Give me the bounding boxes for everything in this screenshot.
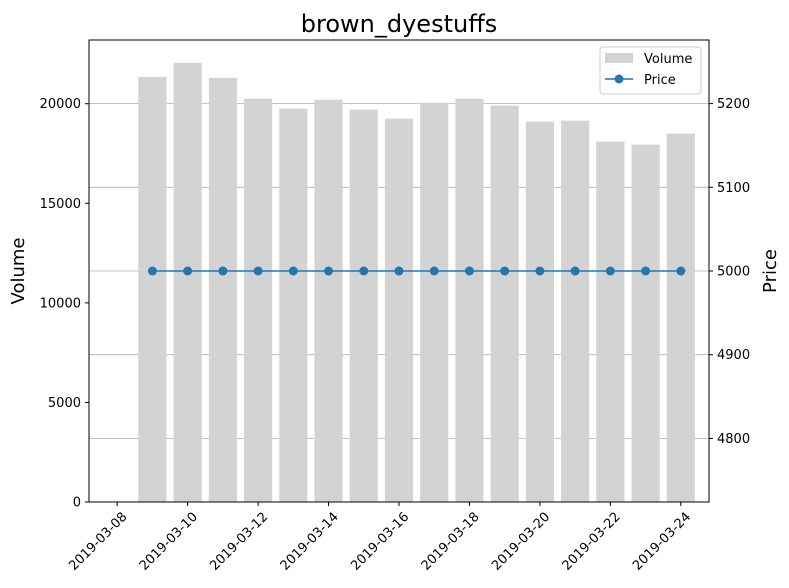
volume-bar-2019-03-11 — [208, 77, 237, 502]
volume-bar-2019-03-20 — [525, 121, 554, 503]
price-point-2019-03-19 — [500, 266, 510, 276]
y-left-tick-label-20000: 20000 — [40, 97, 81, 112]
volume-bar-2019-03-21 — [561, 120, 590, 502]
price-point-2019-03-22 — [605, 266, 615, 276]
price-point-2019-03-11 — [218, 266, 228, 276]
price-point-2019-03-10 — [183, 266, 193, 276]
volume-bar-2019-03-13 — [279, 108, 308, 503]
volume-bars — [138, 62, 695, 503]
x-tick-label-2019-03-20: 2019-03-20 — [489, 510, 553, 574]
y-left-tick-label-15000: 15000 — [40, 197, 81, 212]
price-point-2019-03-14 — [324, 266, 334, 276]
y-right-tick-label-5100: 5100 — [717, 181, 750, 196]
volume-bar-2019-03-12 — [244, 98, 273, 502]
volume-bar-2019-03-22 — [596, 141, 625, 502]
price-point-2019-03-24 — [676, 266, 686, 276]
volume-bar-2019-03-16 — [384, 118, 414, 502]
volume-bar-2019-03-19 — [490, 105, 519, 502]
volume-bar-2019-03-10 — [173, 62, 202, 502]
y-right-tick-label-4800: 4800 — [717, 432, 750, 447]
y-left-tick-label-10000: 10000 — [40, 296, 81, 311]
x-tick-label-2019-03-22: 2019-03-22 — [560, 510, 624, 574]
legend: Volume Price — [599, 46, 702, 95]
chart-title: brown_dyestuffs — [301, 10, 497, 38]
x-tick-label-2019-03-10: 2019-03-10 — [137, 510, 201, 574]
y-axis-left-label: Volume — [8, 238, 29, 305]
price-point-2019-03-20 — [535, 266, 545, 276]
y-right-tick-label-4900: 4900 — [717, 348, 750, 363]
y-axis-left: 0 5000 10000 15000 20000 — [40, 97, 89, 511]
x-tick-label-2019-03-08: 2019-03-08 — [66, 510, 130, 574]
x-axis: 2019-03-08 2019-03-10 2019-03-12 2019-03-14… — [66, 502, 694, 574]
volume-bar-2019-03-23 — [631, 144, 660, 502]
y-left-tick-label-5000: 5000 — [48, 396, 81, 411]
y-right-tick-label-5000: 5000 — [717, 265, 750, 280]
price-point-2019-03-18 — [464, 266, 474, 276]
price-point-2019-03-12 — [253, 266, 263, 276]
y-right-tick-label-5200: 5200 — [717, 97, 750, 112]
volume-bar-2019-03-18 — [455, 98, 484, 502]
y-axis-right: 4800 4900 5000 5100 5200 — [709, 97, 750, 447]
x-tick-label-2019-03-16: 2019-03-16 — [348, 510, 412, 574]
legend-price-marker — [614, 74, 624, 84]
price-point-2019-03-13 — [288, 266, 298, 276]
volume-bar-2019-03-24 — [666, 133, 695, 502]
x-tick-label-2019-03-14: 2019-03-14 — [278, 510, 342, 574]
price-line — [147, 266, 686, 276]
volume-bar-2019-03-17 — [420, 102, 449, 502]
legend-volume-label: Volume — [644, 52, 692, 67]
price-point-2019-03-23 — [641, 266, 651, 276]
price-point-2019-03-17 — [429, 266, 439, 276]
price-point-2019-03-09 — [147, 266, 157, 276]
y-axis-right-label: Price — [760, 249, 781, 293]
price-point-2019-03-16 — [394, 266, 404, 276]
volume-bar-2019-03-15 — [349, 109, 378, 502]
legend-price-label: Price — [644, 73, 676, 88]
price-point-2019-03-15 — [359, 266, 369, 276]
y-left-tick-label-0: 0 — [73, 496, 81, 511]
x-tick-label-2019-03-24: 2019-03-24 — [630, 510, 694, 574]
x-tick-label-2019-03-18: 2019-03-18 — [419, 510, 483, 574]
x-tick-label-2019-03-12: 2019-03-12 — [207, 510, 271, 574]
volume-bar-2019-03-14 — [314, 99, 343, 502]
price-point-2019-03-21 — [570, 266, 580, 276]
legend-volume-swatch — [605, 53, 633, 63]
volume-bar-2019-03-09 — [138, 76, 167, 502]
